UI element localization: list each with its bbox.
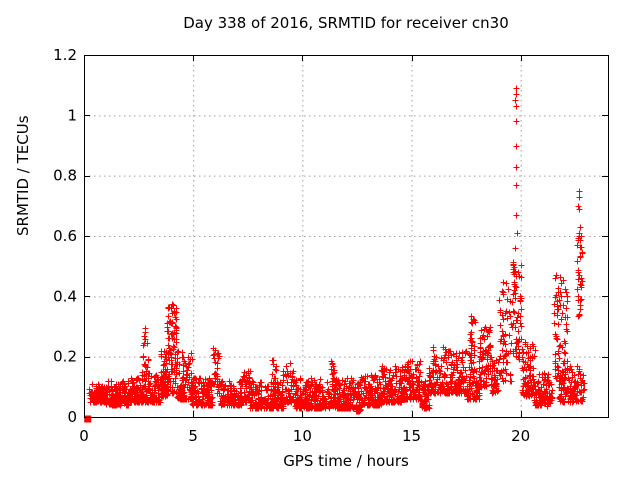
y-tick-label: 0.2: [53, 348, 77, 366]
data-points: [86, 85, 588, 415]
plot-frame: [84, 55, 609, 418]
y-tick-label: 0: [67, 408, 77, 426]
x-tick-label: 5: [188, 427, 198, 445]
y-tick-label: 0.4: [53, 287, 77, 305]
y-tick-label: 0.6: [53, 227, 77, 245]
y-tick-label: 1.2: [53, 46, 77, 64]
x-axis-label: GPS time / hours: [283, 452, 409, 470]
x-tick-label: 10: [293, 427, 312, 445]
chart-title: Day 338 of 2016, SRMTID for receiver cn3…: [183, 14, 509, 32]
x-tick-label: 20: [511, 427, 530, 445]
y-tick-label: 1: [67, 106, 77, 124]
x-tick-label: 15: [402, 427, 421, 445]
x-tick-label: 0: [79, 427, 89, 445]
square-data-point: [84, 415, 92, 423]
y-tick-label: 0.8: [53, 167, 77, 185]
